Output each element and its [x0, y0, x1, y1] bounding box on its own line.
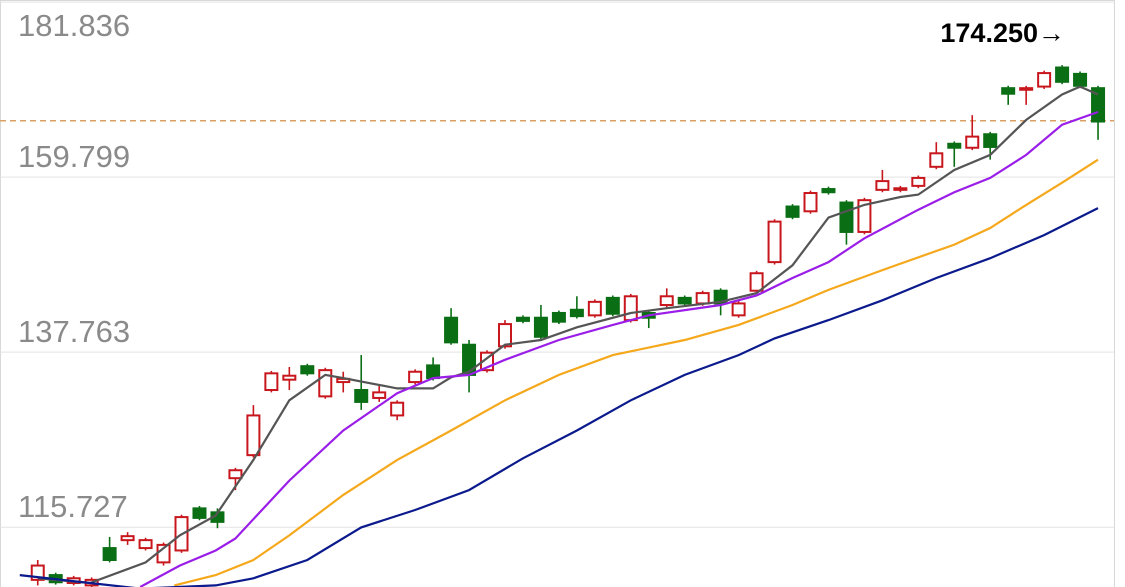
- candle-body: [839, 201, 854, 233]
- candle-body: [731, 302, 746, 317]
- y-tick-label: 137.763: [18, 314, 130, 349]
- y-tick-label: 181.836: [18, 8, 130, 43]
- candle-body: [515, 316, 530, 322]
- candle-body: [695, 292, 710, 305]
- candle-body: [246, 414, 261, 457]
- candle-body: [1037, 72, 1052, 88]
- candle-body: [875, 180, 890, 191]
- candle-body: [300, 365, 315, 375]
- ma-line: [139, 110, 1099, 587]
- candle-body: [677, 296, 692, 305]
- candle-body: [192, 507, 207, 519]
- candle-body: [659, 295, 674, 307]
- candle-body: [228, 469, 243, 480]
- candle-body: [821, 188, 836, 194]
- candle-body: [551, 311, 566, 323]
- candle-body: [947, 142, 962, 149]
- candle-body: [623, 295, 638, 322]
- candle-body: [803, 192, 818, 213]
- candle-body: [1055, 66, 1070, 83]
- y-tick-label: 159.799: [18, 139, 130, 174]
- candle-body: [426, 364, 441, 380]
- candle-body: [1019, 87, 1034, 91]
- candle-body: [587, 300, 602, 317]
- ma-line: [174, 158, 1099, 587]
- price-annotation: 174.250→: [940, 18, 1065, 48]
- candle-body: [120, 535, 135, 542]
- candle-body: [282, 374, 297, 381]
- candle-body: [785, 205, 800, 218]
- candle-body: [1001, 87, 1016, 95]
- candle-body: [857, 199, 872, 233]
- candle-body: [911, 176, 926, 187]
- candle-body: [983, 133, 998, 148]
- candle-body: [1073, 72, 1088, 87]
- ma-line: [19, 207, 1099, 587]
- candle-body: [767, 220, 782, 264]
- candle-body: [605, 296, 620, 315]
- candle-body: [444, 316, 459, 344]
- candle-body: [372, 391, 387, 399]
- ma-line: [37, 85, 1099, 585]
- candle-body: [408, 370, 423, 384]
- candle-body: [390, 401, 405, 417]
- y-tick-label: 115.727: [18, 489, 128, 524]
- candle-body: [497, 323, 512, 348]
- candle-body: [138, 539, 153, 550]
- candle-body: [102, 547, 117, 561]
- candle-body: [749, 272, 764, 292]
- candle-body: [533, 316, 548, 338]
- candle-body: [929, 152, 944, 168]
- candle-body: [569, 308, 584, 318]
- candle-body: [354, 389, 369, 403]
- candle-body: [965, 135, 980, 149]
- candle-body: [264, 372, 279, 392]
- candle-body: [893, 187, 908, 191]
